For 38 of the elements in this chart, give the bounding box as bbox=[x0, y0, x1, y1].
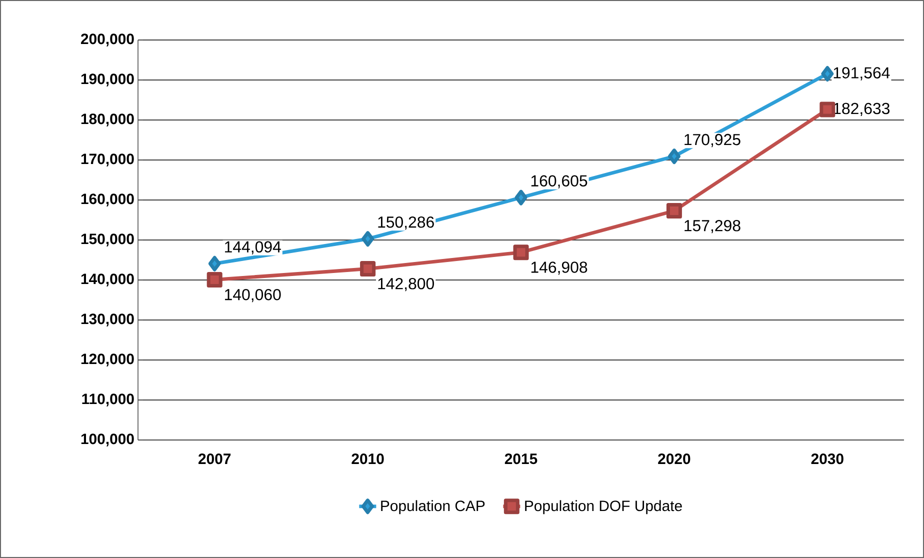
x-tick-label: 2020 bbox=[658, 454, 690, 464]
point bbox=[513, 244, 529, 260]
data-label: 157,298 bbox=[684, 220, 740, 234]
y-tick-label: 160,000 bbox=[81, 194, 134, 206]
y-tick-label: 120,000 bbox=[81, 354, 134, 366]
point bbox=[668, 148, 680, 164]
data-label: 150,286 bbox=[378, 216, 434, 230]
data-label: 170,925 bbox=[684, 134, 740, 148]
point bbox=[821, 66, 834, 82]
data-label: 144,094 bbox=[225, 241, 281, 254]
data-label: 191,564 bbox=[834, 67, 890, 80]
x-tick-label: 2015 bbox=[504, 454, 538, 464]
point bbox=[360, 261, 376, 277]
data-label: 182,633 bbox=[834, 102, 890, 116]
point bbox=[362, 231, 374, 247]
data-label: 142,800 bbox=[378, 278, 434, 292]
x-tick-label: 2010 bbox=[352, 454, 384, 464]
data-label: 146,908 bbox=[531, 262, 588, 275]
y-tick-label: 200,000 bbox=[80, 34, 134, 46]
point bbox=[820, 102, 836, 118]
y-tick-label: 170,000 bbox=[81, 154, 134, 166]
y-tick-label: 130,000 bbox=[81, 314, 134, 326]
point bbox=[666, 203, 682, 219]
y-tick-label: 140,000 bbox=[81, 274, 134, 286]
data-label: 140,060 bbox=[225, 288, 281, 302]
y-tick-label: 190,000 bbox=[81, 74, 134, 86]
y-tick-label: 100,000 bbox=[81, 434, 134, 446]
point bbox=[514, 190, 528, 206]
legend-label: Population CAP bbox=[381, 500, 485, 514]
y-tick-label: 180,000 bbox=[81, 114, 134, 126]
x-tick-label: 2030 bbox=[811, 454, 844, 464]
point bbox=[206, 272, 222, 288]
legend-label: Population DOF Update bbox=[525, 500, 682, 514]
data-label: 160,605 bbox=[531, 175, 588, 188]
y-tick-label: 150,000 bbox=[81, 234, 134, 246]
x-tick-label: 2007 bbox=[198, 454, 231, 464]
y-tick-label: 110,000 bbox=[82, 394, 134, 406]
point bbox=[208, 256, 221, 272]
